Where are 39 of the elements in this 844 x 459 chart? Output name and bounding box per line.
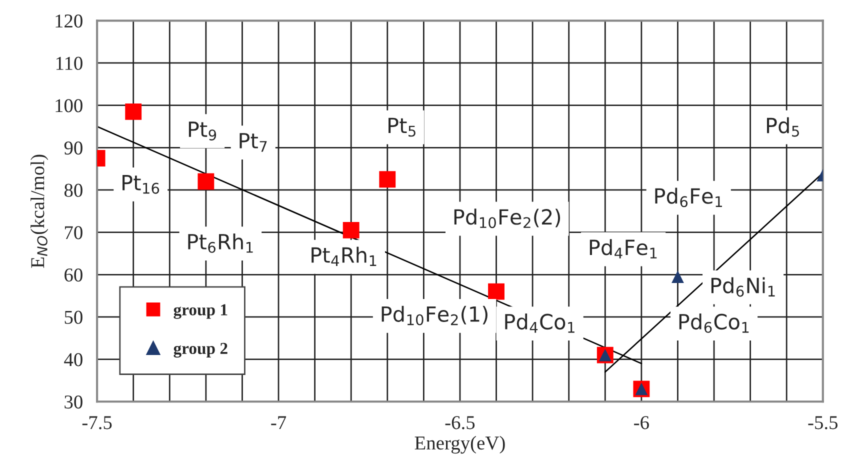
annotation: Pd$_{6}$Fe$_{1}$ [655,188,722,208]
y-tick-label: 30 [64,395,82,409]
point [379,171,396,188]
annotation: Pd$_{10}$Fe$_{2}$(1) [382,306,488,326]
annotation: Pd$_{6}$Ni$_{1}$ [711,277,775,297]
point [672,270,684,283]
y-tick-label: 120 [56,14,82,28]
point [488,283,504,300]
annotation: Pd$_{5}$ [767,117,799,137]
y-tick-label: 50 [64,310,82,324]
y-tick-label: 80 [64,184,82,197]
annotation: Pt$_{6}$Rh$_{1}$ [188,233,253,253]
y-tick-label: 90 [64,141,82,155]
annotation: Pt$_{7}$ [240,133,267,152]
annotation: Pt$_{4}$Rh$_{1}$ [312,246,376,266]
annotation: Pt$_{9}$ [188,122,216,140]
x-tick-label: -6 [634,416,649,430]
annotation: Pd$_{4}$Co$_{1}$ [505,313,574,333]
x-tick-label: -7 [271,416,286,430]
point [198,173,214,190]
y-axis-title: E$_{NO}$(kcal/mol) [30,154,48,268]
annotation: Pt$_{5}$ [388,118,416,137]
legend-label: group 1 [174,304,228,319]
point [342,222,360,238]
x-axis-title: Energy(eV) [414,436,505,454]
y-tick-label: 110 [56,56,82,70]
annotation: Pd$_{10}$Fe$_{2}$(2) [454,208,560,228]
y-tick-label: 40 [64,353,82,366]
annotation: Pd$_{6}$Co$_{1}$ [679,313,749,333]
y-tick-label: 60 [64,268,82,282]
annotation: Pt$_{16}$ [122,175,160,194]
y-tick-label: 100 [56,99,82,112]
x-tick-label: -6.5 [445,416,475,430]
legend-label: group 2 [174,342,228,358]
point [125,103,142,120]
annotation: Pd$_{4}$Fe$_{1}$ [590,239,657,258]
x-tick-label: -7.5 [82,416,112,430]
y-tick-label: 70 [65,226,82,240]
x-tick-label: -5.5 [808,416,838,430]
